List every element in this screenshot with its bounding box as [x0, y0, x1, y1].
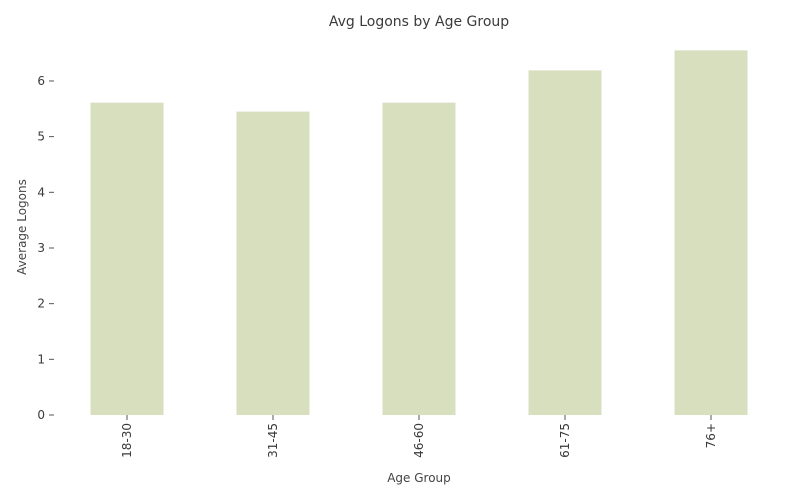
x-axis-label: Age Group [387, 471, 451, 485]
y-tick-label-0: 0 [37, 408, 45, 422]
bar-18-30 [90, 102, 164, 415]
y-tick-label-3: 3 [37, 241, 45, 255]
y-tick-label-5: 5 [37, 130, 45, 144]
x-tick-label-46-60: 46-60 [412, 423, 426, 458]
chart-title: Avg Logons by Age Group [329, 14, 509, 30]
bar-31-45 [236, 111, 310, 416]
x-tick-label-31-45: 31-45 [266, 423, 280, 458]
y-tick-label-1: 1 [37, 352, 45, 366]
y-axis: 0 1 2 3 4 5 6 [37, 74, 54, 422]
bar-76+ [674, 50, 748, 416]
y-tick-label-2: 2 [37, 297, 45, 311]
x-axis: 18-30 31-45 46-60 61-75 76+ [120, 415, 718, 458]
x-tick-label-18-30: 18-30 [120, 423, 134, 458]
x-tick-label-61-75: 61-75 [558, 423, 572, 458]
bar-46-60 [382, 102, 456, 415]
x-tick-label-76+: 76+ [704, 423, 718, 448]
y-axis-label: Average Logons [15, 179, 29, 275]
bars-group [90, 50, 748, 416]
y-tick-label-6: 6 [37, 74, 45, 88]
bar-61-75 [528, 70, 602, 415]
y-tick-label-4: 4 [37, 185, 45, 199]
